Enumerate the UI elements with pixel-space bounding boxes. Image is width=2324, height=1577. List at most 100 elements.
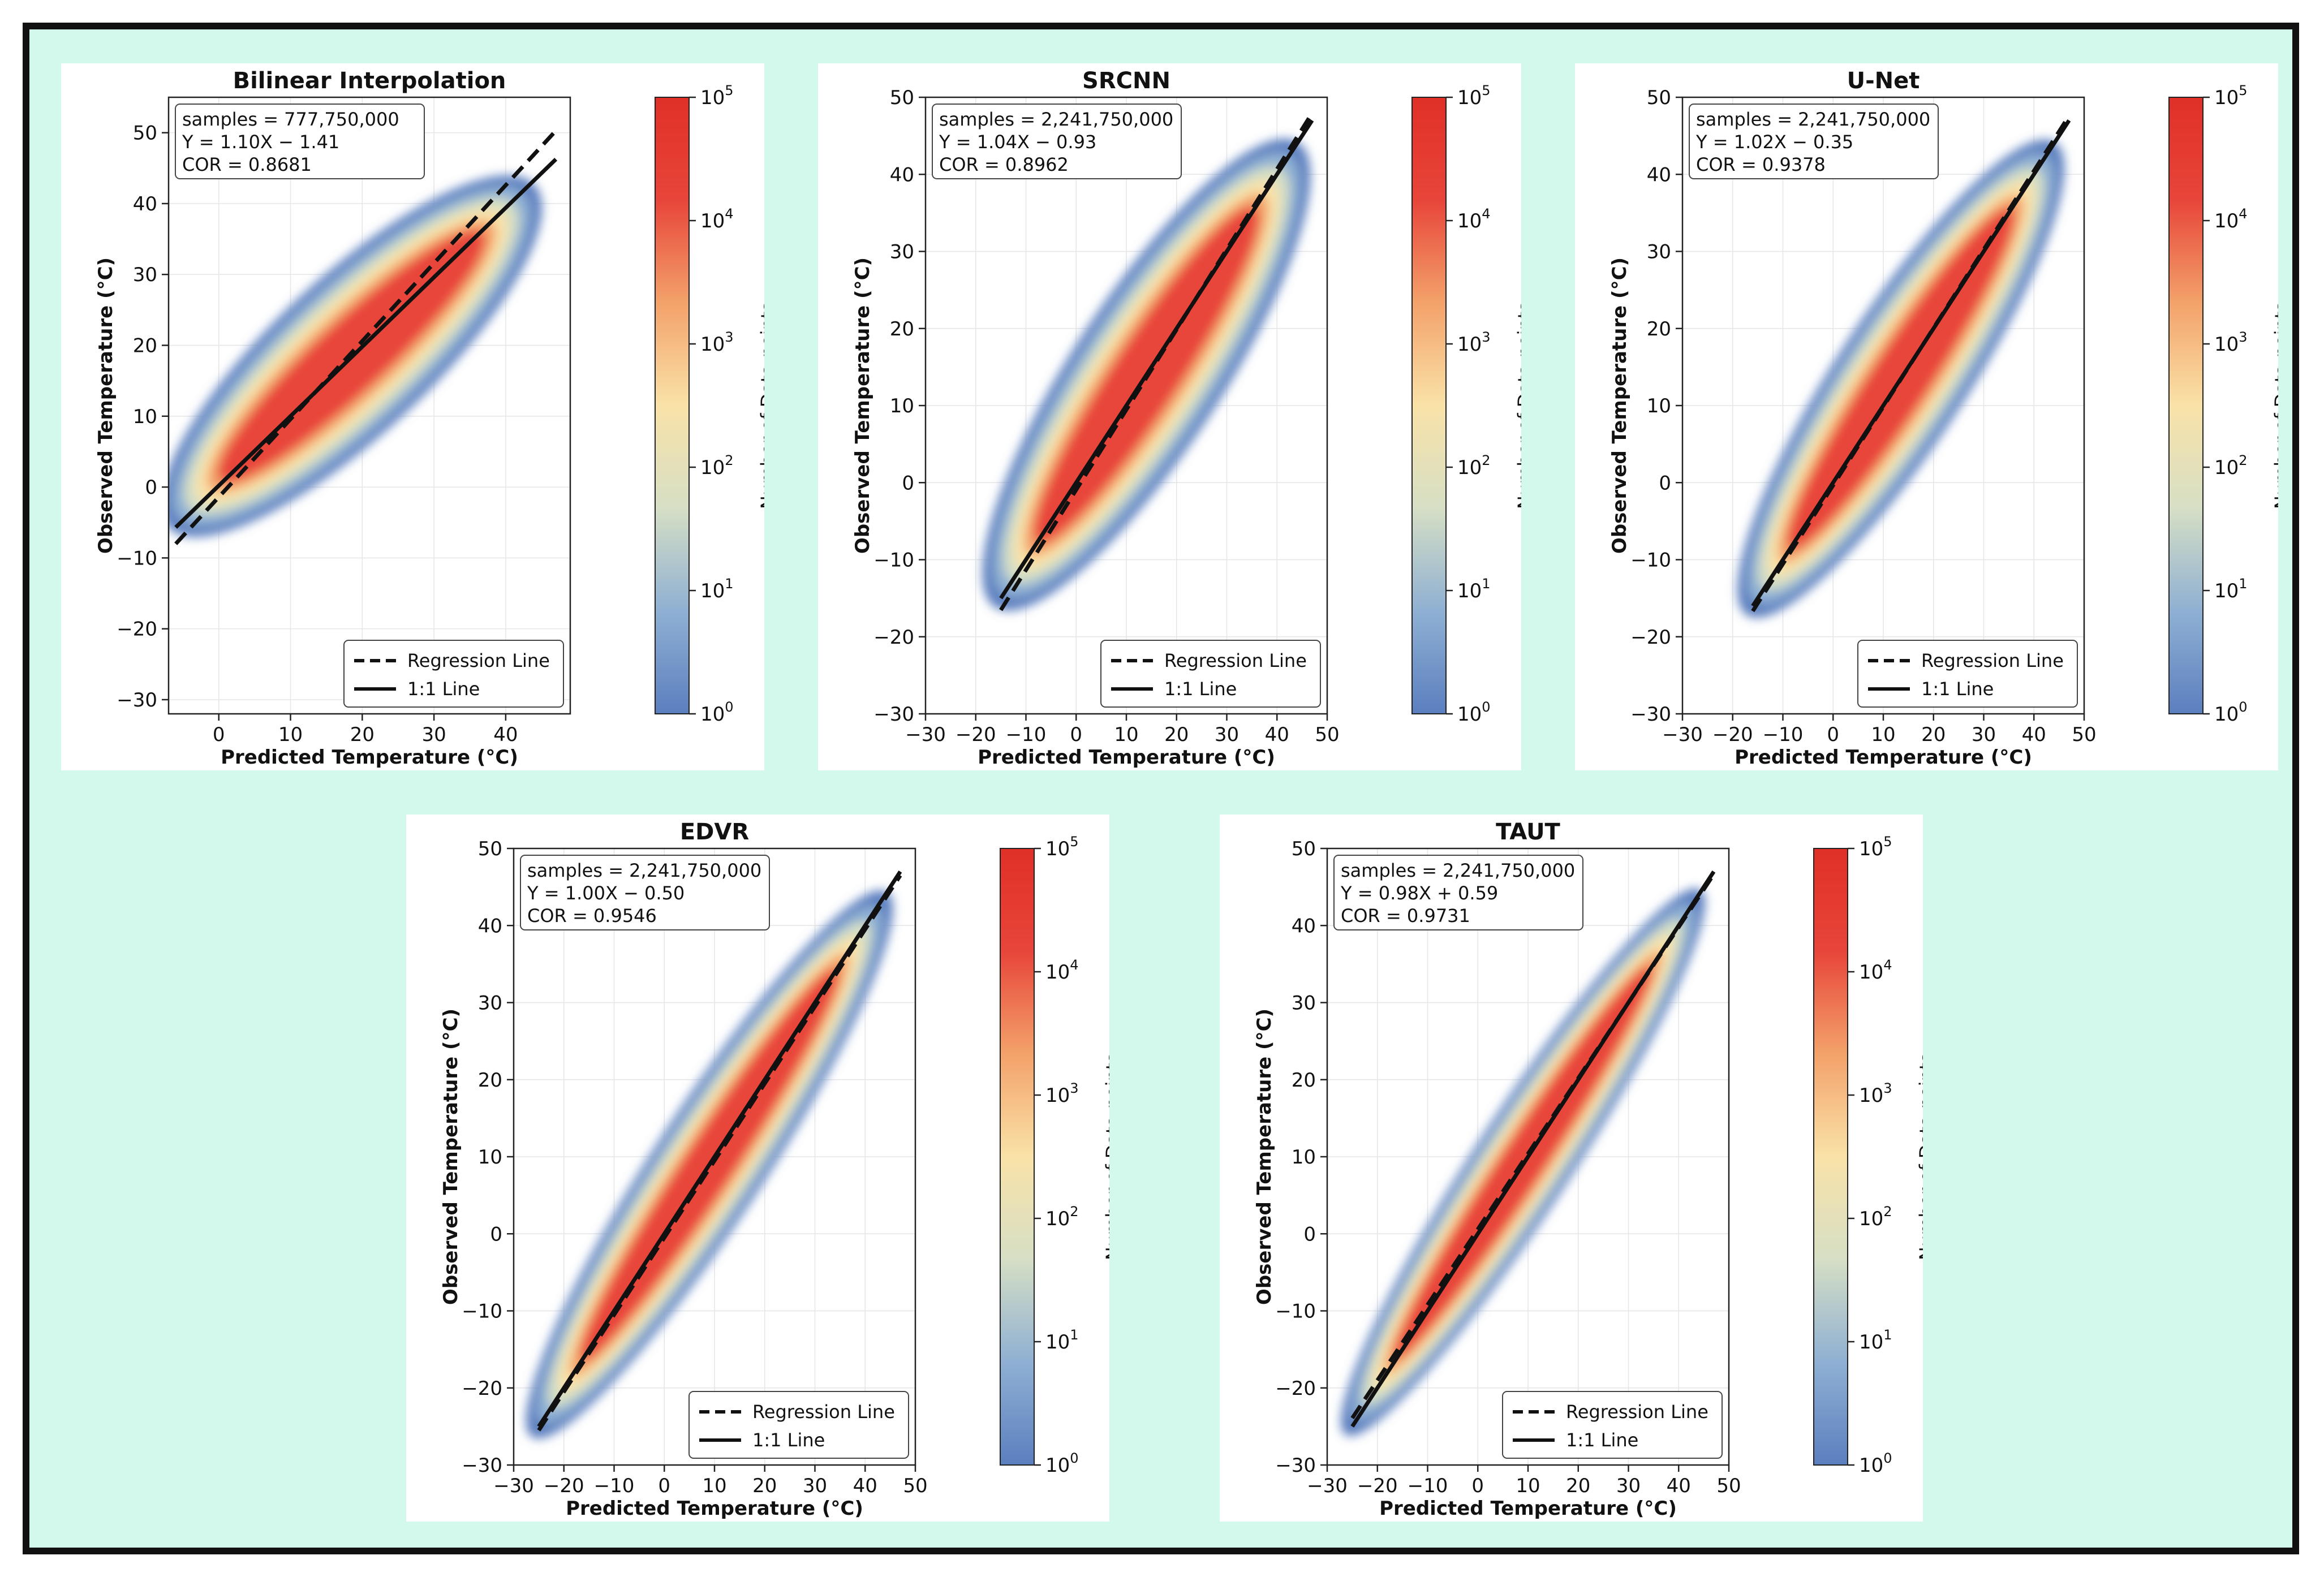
- y-tick-label: −30: [462, 1454, 502, 1477]
- x-tick-label: 50: [1315, 723, 1339, 746]
- colorbar-tick-exponent: 1: [2239, 576, 2247, 592]
- colorbar-tick-label: 104: [700, 206, 734, 232]
- axes-frame: [167, 96, 571, 715]
- colorbar-tick-label: 100: [1457, 699, 1491, 726]
- y-axis-label: Observed Temperature (°C): [1253, 1009, 1276, 1305]
- colorbar-tick-exponent: 1: [1482, 576, 1490, 592]
- y-tick-label: 0: [1659, 472, 1671, 494]
- colorbar-gradient: [1000, 848, 1035, 1466]
- colorbar-tick-exponent: 5: [1482, 83, 1490, 98]
- colorbar-tick-label: 104: [1045, 957, 1079, 984]
- colorbar-tick-label: 101: [700, 576, 734, 602]
- stats-line-2: COR = 0.9546: [527, 905, 657, 927]
- y-axis-label: Observed Temperature (°C): [1608, 257, 1631, 554]
- y-tick-label: 20: [478, 1069, 502, 1092]
- colorbar-tick-exponent: 5: [1070, 834, 1078, 850]
- y-tick-label: 0: [902, 472, 914, 494]
- y-axis-label: Observed Temperature (°C): [94, 257, 117, 554]
- y-tick-label: 0: [145, 476, 157, 499]
- colorbar-tick-exponent: 0: [2239, 699, 2247, 715]
- chart-title: SRCNN: [1082, 68, 1170, 94]
- colorbar-tick-exponent: 4: [725, 206, 733, 222]
- colorbar-tick-label: 102: [1457, 453, 1491, 479]
- stats-box-frame: [175, 104, 425, 179]
- colorbar-tick-label: 101: [2214, 576, 2248, 602]
- x-tick-label: −20: [1712, 723, 1753, 746]
- x-tick-label: 30: [803, 1475, 827, 1497]
- colorbar-tick-exponent: 5: [1883, 834, 1892, 850]
- legend: Regression Line 1:1 Line: [1100, 640, 1321, 708]
- y-tick-label: 50: [133, 122, 157, 145]
- colorbar-tick-exponent: 1: [1883, 1327, 1892, 1343]
- stats-line-1: Y = 1.04X − 0.93: [939, 131, 1096, 153]
- panel-taut: −30 −20 −10 0 10 20 30 40 50 −30 −20 −10 0 10 20 30 40 50…: [1220, 815, 1923, 1522]
- x-tick-label: 10: [702, 1475, 726, 1497]
- colorbar-label: Number of Data-points: [1514, 302, 1521, 509]
- y-tick-label: 0: [490, 1223, 502, 1246]
- x-tick-label: 20: [350, 723, 375, 746]
- x-tick-label: −30: [493, 1475, 534, 1497]
- stats-box-frame: [932, 104, 1182, 179]
- x-tick-label: −20: [544, 1475, 584, 1497]
- x-tick-label: 20: [1566, 1475, 1590, 1497]
- colorbar-tick-exponent: 0: [1482, 699, 1490, 715]
- x-tick-label: 20: [1164, 723, 1189, 746]
- x-axis-label: Predicted Temperature (°C): [1735, 746, 2032, 769]
- legend-label-one-to-one: 1:1 Line: [1566, 1429, 1638, 1451]
- colorbar-tick-label: 103: [1457, 329, 1491, 356]
- colorbar-tick-label: 103: [700, 329, 734, 356]
- y-tick-label: −10: [462, 1300, 502, 1323]
- colorbar-tick-label: 105: [700, 83, 734, 109]
- y-tick-label: 10: [890, 395, 914, 417]
- x-tick-label: 10: [1114, 723, 1138, 746]
- stats-box-frame: [1333, 855, 1583, 930]
- y-tick-label: 10: [133, 406, 157, 428]
- legend-frame: [343, 640, 564, 708]
- colorbar-tick-exponent: 5: [725, 83, 733, 98]
- y-tick-label: 20: [1292, 1069, 1316, 1092]
- panel-u-net: −30 −20 −10 0 10 20 30 40 50 −30 −20 −10 0 10 20 30 40 50…: [1575, 63, 2278, 770]
- legend-label-one-to-one: 1:1 Line: [1921, 678, 1994, 700]
- colorbar-tick-label: 100: [2214, 699, 2248, 726]
- y-tick-label: 50: [1292, 838, 1316, 860]
- legend-frame: [1857, 640, 2078, 708]
- colorbar-tick-exponent: 4: [1070, 957, 1078, 973]
- x-axis-label: Predicted Temperature (°C): [978, 746, 1275, 769]
- stats-line-1: Y = 1.02X − 0.35: [1695, 131, 1853, 153]
- x-axis-label: Predicted Temperature (°C): [1379, 1497, 1677, 1520]
- legend-frame: [1502, 1391, 1723, 1459]
- y-tick-label: 40: [890, 163, 914, 186]
- stats-line-1: Y = 0.98X + 0.59: [1340, 882, 1498, 904]
- y-tick-label: −30: [873, 703, 914, 726]
- colorbar-tick-exponent: 2: [1482, 453, 1490, 468]
- x-tick-label: 0: [213, 723, 225, 746]
- x-tick-label: −30: [905, 723, 946, 746]
- legend-frame: [1100, 640, 1321, 708]
- x-tick-label: 40: [1667, 1475, 1691, 1497]
- x-tick-label: 50: [1716, 1475, 1741, 1497]
- x-tick-label: 50: [2072, 723, 2096, 746]
- colorbar-label: Number of Data-points: [1916, 1053, 1923, 1260]
- stats-line-1: Y = 1.10X − 1.41: [182, 131, 339, 153]
- colorbar-tick-label: 105: [1859, 834, 1892, 860]
- y-tick-label: 30: [478, 992, 502, 1015]
- x-tick-label: 40: [2022, 723, 2046, 746]
- colorbar-tick-exponent: 1: [1070, 1327, 1078, 1343]
- colorbar-tick-exponent: 4: [1883, 957, 1892, 973]
- colorbar-tick-label: 105: [2214, 83, 2248, 109]
- colorbar-tick-exponent: 0: [1883, 1450, 1892, 1466]
- y-tick-label: 20: [1647, 318, 1671, 341]
- y-tick-label: 50: [1647, 87, 1671, 109]
- stats-line-0: samples = 2,241,750,000: [527, 860, 761, 881]
- y-tick-label: −30: [117, 689, 157, 712]
- colorbar-tick-label: 101: [1045, 1327, 1079, 1354]
- y-tick-label: 40: [1647, 163, 1671, 186]
- y-tick-label: 50: [478, 838, 502, 860]
- x-tick-label: 50: [903, 1475, 927, 1497]
- y-tick-label: −20: [1630, 626, 1671, 649]
